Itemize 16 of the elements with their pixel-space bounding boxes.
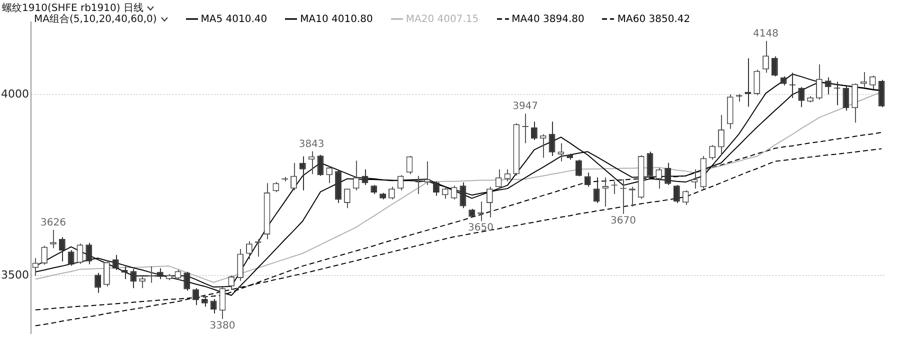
annotation: 3380 [210, 320, 236, 332]
annotation: 3947 [512, 101, 538, 112]
legend-label: MA40 3894.80 [512, 14, 584, 24]
annotation: 3843 [298, 138, 324, 150]
annotation: 3650 [468, 222, 494, 234]
legend-label: MA5 4010.40 [200, 14, 268, 24]
chart-subtitle: MA组合(5,10,20,40,60,0) [34, 13, 157, 26]
y-tick-label: 3500 [1, 268, 29, 282]
legend-label: MA60 3850.42 [617, 14, 690, 24]
annotation: 3670 [610, 216, 636, 227]
annotation: 3626 [40, 217, 66, 228]
chart-title: 螺纹1910(SHFE rb1910) 日线 [2, 2, 144, 14]
legend-label: MA20 4007.15 [406, 14, 479, 24]
y-tick-label: 4000 [1, 87, 29, 100]
legend-label: MA10 4010.80 [300, 14, 373, 24]
annotation: 4148 [753, 28, 778, 40]
